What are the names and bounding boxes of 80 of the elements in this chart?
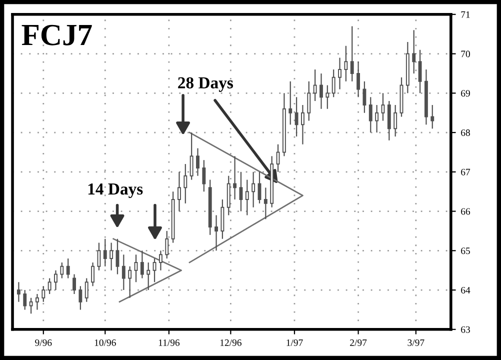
candlestick: [16, 282, 20, 302]
candlestick: [300, 104, 304, 145]
candlestick: [430, 104, 434, 130]
y-tick-label: 69: [461, 90, 470, 97]
candlestick: [54, 270, 58, 291]
candlestick: [313, 68, 317, 102]
candlestick: [418, 49, 422, 94]
candlestick: [110, 242, 114, 271]
candlestick: [387, 100, 391, 141]
candlestick: [66, 258, 70, 279]
y-tick-label: 64: [461, 286, 470, 294]
x-tick-label: 2/97: [350, 339, 367, 346]
x-tick-label: 3/97: [408, 339, 424, 346]
candlestick: [72, 274, 76, 295]
y-tick-label: 66: [461, 208, 470, 215]
annotation: 28 Days: [178, 77, 234, 92]
candlestick: [23, 289, 27, 310]
x-tick-label: 9/96: [35, 339, 52, 346]
candlestick: [294, 96, 298, 138]
candlestick: [165, 230, 169, 260]
candlestick: [356, 61, 360, 98]
candlestick: [252, 171, 256, 208]
candlestick: [368, 96, 372, 134]
candlestick: [178, 171, 181, 212]
x-tick-label: 1/97: [286, 339, 303, 346]
candlestick: [350, 26, 354, 82]
candlestick: [394, 104, 398, 138]
candlestick: [97, 242, 101, 271]
candlestick: [307, 80, 311, 122]
candlestick: [332, 68, 336, 98]
candlestick: [276, 144, 280, 172]
candlestick: [91, 262, 95, 287]
candlestick: [190, 132, 194, 180]
x-tick-label: 11/96: [158, 339, 180, 346]
candlestick: [36, 293, 39, 310]
chart-title: FCJ7: [22, 24, 92, 46]
candlestick: [258, 171, 262, 204]
candlestick: [344, 45, 348, 82]
candlestick: [375, 104, 379, 134]
y-tick-label: 63: [461, 326, 470, 333]
candlestick: [362, 80, 366, 114]
candlestick: [326, 84, 330, 110]
x-tick-label: 10/96: [94, 339, 116, 346]
x-tick-label: 12/96: [220, 339, 242, 346]
y-tick-label: 71: [461, 11, 470, 18]
candlestick: [288, 80, 292, 126]
candlestick: [320, 72, 323, 110]
annotation: 14 Days: [88, 183, 143, 198]
candlestick: [245, 179, 249, 216]
candlestick: [128, 266, 132, 298]
candlestick: [29, 297, 33, 314]
candlestick: [122, 254, 126, 291]
candlestick: [84, 278, 88, 302]
candlestick: [196, 148, 200, 176]
candlestick: [116, 238, 120, 275]
candlestick: [42, 286, 46, 302]
candlestick: [220, 198, 224, 240]
candlestick: [233, 156, 237, 200]
candlestick: [202, 160, 206, 192]
candlestick: [239, 171, 243, 212]
candlestick: [338, 57, 342, 90]
candlestick: [60, 262, 64, 279]
y-tick-label: 65: [461, 248, 470, 254]
candlestick: [214, 214, 218, 252]
candlestick: [226, 175, 230, 216]
candlestick: [264, 187, 268, 220]
y-tick-label: 67: [461, 168, 470, 176]
candlestick: [412, 30, 416, 74]
candlestick: [78, 286, 82, 310]
candlestick: [152, 258, 156, 283]
y-tick-label: 70: [461, 50, 470, 58]
candlestick: [184, 163, 188, 204]
candlestick: [134, 254, 138, 283]
candlestick: [140, 250, 144, 279]
candlestick: [146, 262, 150, 291]
y-tick-label: 68: [461, 129, 470, 136]
candlestick: [48, 278, 52, 295]
candlestick: [381, 92, 385, 122]
candlestick: [158, 250, 162, 271]
candlestick: [103, 238, 107, 267]
